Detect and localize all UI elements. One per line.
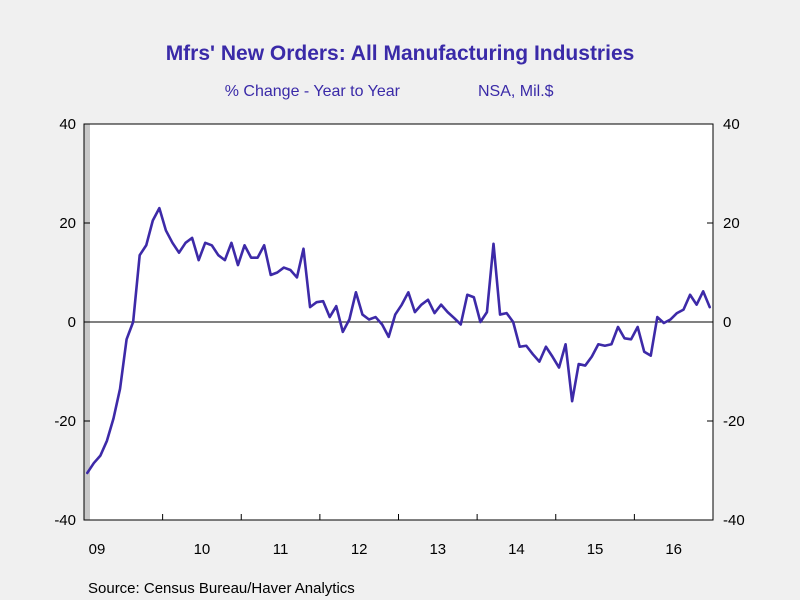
x-tick-label: 14: [508, 541, 525, 558]
x-tick-label: 12: [351, 541, 368, 558]
y-tick-label-right: 0: [723, 314, 731, 331]
x-tick-label: 11: [273, 541, 289, 558]
chart-title: Mfrs' New Orders: All Manufacturing Indu…: [166, 42, 635, 65]
chart-subtitle-left: % Change - Year to Year: [225, 83, 401, 100]
y-tick-label-left: -40: [54, 512, 76, 529]
x-tick-label: 15: [587, 541, 604, 558]
y-tick-label-left: -20: [54, 413, 76, 430]
y-tick-label-left: 20: [59, 215, 76, 232]
y-tick-label-left: 0: [68, 314, 76, 331]
y-tick-label-right: -40: [723, 512, 745, 529]
y-tick-label-right: 20: [723, 215, 740, 232]
y-tick-label-right: 40: [723, 116, 740, 133]
y-tick-label-left: 40: [59, 116, 76, 133]
series-line-0: [85, 206, 712, 475]
x-tick-label: 09: [89, 541, 106, 558]
y-tick-label-right: -20: [723, 413, 745, 430]
x-tick-label: 10: [194, 541, 211, 558]
x-tick-label: 16: [665, 541, 682, 558]
chart-subtitle-right: NSA, Mil.$: [478, 83, 554, 100]
x-tick-label: 13: [429, 541, 446, 558]
source-note: Source: Census Bureau/Haver Analytics: [88, 580, 355, 597]
